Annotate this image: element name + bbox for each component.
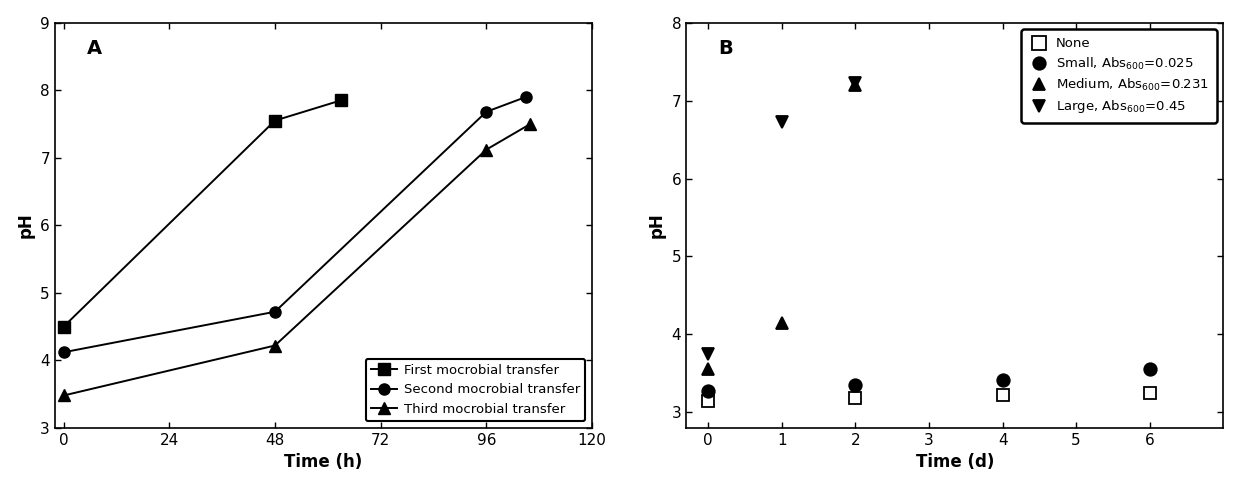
Large, Abs$_{600}$=0.45 xyxy=(848,81,863,86)
Third mocrobial transfer xyxy=(268,343,283,348)
Small, Abs$_{600}$=0.025 xyxy=(701,387,715,393)
Text: A: A xyxy=(87,39,102,58)
Y-axis label: pH: pH xyxy=(16,212,35,238)
Medium, Abs$_{600}$=0.231 xyxy=(775,320,790,325)
Line: Third mocrobial transfer: Third mocrobial transfer xyxy=(58,119,536,401)
First mocrobial transfer xyxy=(268,118,283,123)
Second mocrobial transfer xyxy=(268,309,283,315)
Third mocrobial transfer xyxy=(56,392,71,398)
Text: B: B xyxy=(718,39,733,58)
Line: First mocrobial transfer: First mocrobial transfer xyxy=(58,95,346,332)
First mocrobial transfer xyxy=(334,98,348,103)
Second mocrobial transfer xyxy=(479,109,494,115)
Third mocrobial transfer xyxy=(523,121,538,127)
Small, Abs$_{600}$=0.025 xyxy=(848,382,863,388)
None xyxy=(701,398,715,404)
Large, Abs$_{600}$=0.45 xyxy=(701,351,715,357)
Second mocrobial transfer xyxy=(56,349,71,355)
Line: Small, Abs$_{600}$=0.025: Small, Abs$_{600}$=0.025 xyxy=(702,363,1156,397)
Second mocrobial transfer xyxy=(518,94,533,100)
None xyxy=(848,395,863,401)
Line: Medium, Abs$_{600}$=0.231: Medium, Abs$_{600}$=0.231 xyxy=(702,79,862,376)
None xyxy=(996,392,1011,398)
Small, Abs$_{600}$=0.025 xyxy=(1142,366,1157,372)
Legend: First mocrobial transfer, Second mocrobial transfer, Third mocrobial transfer: First mocrobial transfer, Second mocrobi… xyxy=(366,359,585,421)
Y-axis label: pH: pH xyxy=(649,212,666,238)
Third mocrobial transfer xyxy=(479,147,494,153)
X-axis label: Time (h): Time (h) xyxy=(284,453,362,471)
Medium, Abs$_{600}$=0.231 xyxy=(701,366,715,372)
Line: Large, Abs$_{600}$=0.45: Large, Abs$_{600}$=0.45 xyxy=(702,77,862,360)
X-axis label: Time (d): Time (d) xyxy=(915,453,994,471)
None xyxy=(1142,390,1157,396)
Line: None: None xyxy=(702,386,1156,407)
Large, Abs$_{600}$=0.45 xyxy=(775,120,790,125)
Small, Abs$_{600}$=0.025 xyxy=(996,377,1011,383)
Legend: None, Small, Abs$_{600}$=0.025, Medium, Abs$_{600}$=0.231, Large, Abs$_{600}$=0.: None, Small, Abs$_{600}$=0.025, Medium, … xyxy=(1022,29,1216,123)
Line: Second mocrobial transfer: Second mocrobial transfer xyxy=(58,91,532,358)
Medium, Abs$_{600}$=0.231 xyxy=(848,82,863,88)
First mocrobial transfer xyxy=(56,324,71,329)
